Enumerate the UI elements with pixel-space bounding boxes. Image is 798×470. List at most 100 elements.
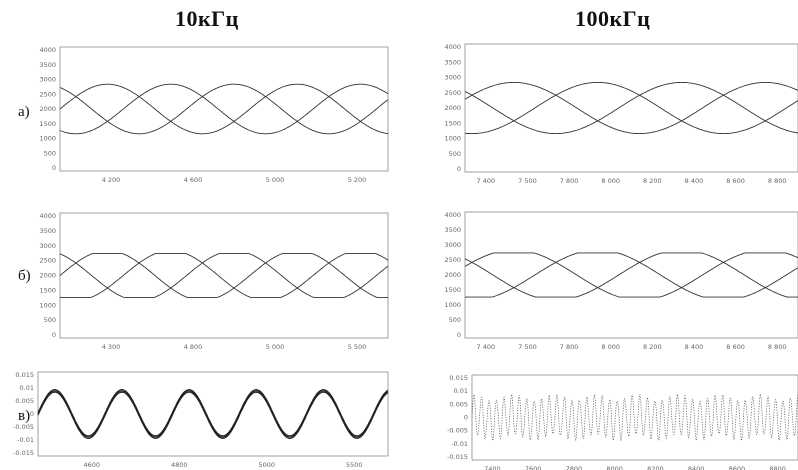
x-tick-label: 7 400 — [477, 177, 496, 185]
y-tick-label: 4000 — [39, 212, 56, 220]
series-line-phase-2 — [59, 253, 389, 298]
plot-frame — [59, 46, 389, 172]
panel-b-100k: 4000 3500 3000 2500 2000 1500 1000 500 0 7 400 7 5… — [444, 211, 798, 351]
y-tick-label: 2500 — [39, 90, 56, 98]
y-tick-label: 2500 — [444, 256, 461, 264]
y-tick-label: 3000 — [444, 74, 461, 82]
x-tick-label: 7 800 — [560, 343, 579, 351]
series-line-phase-3 — [464, 81, 798, 135]
y-tick-label: 1500 — [444, 286, 461, 294]
x-tick-label: 8 600 — [726, 177, 745, 185]
series-line-error — [37, 390, 389, 438]
series-line-error — [37, 391, 389, 439]
series-line-phase-2 — [59, 83, 389, 135]
y-tick-label: 0 — [52, 164, 56, 172]
y-tick-label: 500 — [449, 316, 461, 324]
plot-frame — [59, 212, 389, 339]
x-tick-label: 8 000 — [601, 343, 620, 351]
y-tick-label: 3000 — [39, 76, 56, 84]
series-line-phase-1 — [464, 81, 798, 135]
y-tick-label: 1500 — [39, 120, 56, 128]
y-tick-label: 4000 — [444, 211, 461, 219]
y-tick-label: 1000 — [444, 301, 461, 309]
panel-c-100k: 0.015 0.01 0.005 0 -0.005 -0.01 -0.015 7400 7600… — [447, 374, 798, 470]
y-tick-label: -0.015 — [447, 453, 468, 461]
y-tick-label: 0 — [52, 331, 56, 339]
y-tick-label: 500 — [44, 149, 56, 157]
x-tick-label: 4600 — [83, 461, 100, 469]
y-tick-label: 3500 — [444, 58, 461, 66]
x-tick-label: 7400 — [484, 465, 501, 470]
x-tick-label: 5 200 — [348, 176, 367, 184]
x-tick-label: 8 800 — [768, 343, 787, 351]
column-title-100k: 100кГц — [575, 6, 651, 31]
row-label-c: в) — [18, 408, 31, 424]
x-tick-label: 8600 — [729, 465, 746, 470]
y-tick-label: 500 — [44, 316, 56, 324]
y-tick-label: -0.01 — [451, 440, 468, 448]
row-label-b: б) — [18, 268, 31, 284]
y-tick-label: -0.015 — [13, 449, 34, 457]
series-line-phase-1 — [59, 253, 388, 298]
y-tick-label: 3500 — [39, 61, 56, 69]
x-tick-label: 4 600 — [184, 176, 203, 184]
y-tick-label: 0.015 — [449, 374, 468, 382]
y-tick-label: 500 — [449, 150, 461, 158]
x-tick-label: 7 400 — [477, 343, 496, 351]
x-tick-label: 4 800 — [184, 343, 203, 351]
x-tick-label: 5 500 — [348, 343, 367, 351]
series-line-error — [37, 389, 389, 437]
panel-a-10k: 4000 3500 3000 2500 2000 1500 1000 500 0 4 200 4 6… — [39, 46, 389, 184]
x-tick-label: 8200 — [647, 465, 664, 470]
y-tick-label: -0.005 — [447, 427, 468, 435]
y-tick-label: 2000 — [39, 105, 56, 113]
y-tick-label: 3500 — [39, 227, 56, 235]
y-tick-label: 4000 — [39, 46, 56, 54]
x-tick-label: 7 800 — [560, 177, 579, 185]
series-line-phase-3 — [59, 83, 389, 135]
y-tick-label: 2500 — [444, 89, 461, 97]
plot-frame — [464, 211, 798, 339]
panel-b-10k: 4000 3500 3000 2500 2000 1500 1000 500 0 4 300 4 8… — [39, 212, 389, 351]
x-tick-label: 8 200 — [643, 343, 662, 351]
y-tick-label: 1500 — [444, 119, 461, 127]
y-tick-label: 1000 — [39, 301, 56, 309]
x-tick-label: 7 500 — [518, 343, 537, 351]
series-line-phase-1 — [464, 252, 798, 298]
plot-frame — [37, 371, 389, 457]
x-tick-label: 8400 — [688, 465, 705, 470]
y-tick-label: 2500 — [39, 257, 56, 265]
series-line-phase-2 — [464, 81, 798, 135]
column-title-10k: 10кГц — [175, 6, 239, 31]
y-tick-label: 2000 — [444, 271, 461, 279]
y-tick-label: 0 — [464, 414, 468, 422]
y-tick-label: 2000 — [444, 104, 461, 112]
y-tick-label: 1000 — [39, 135, 56, 143]
x-tick-label: 8 800 — [768, 177, 787, 185]
x-tick-label: 7800 — [566, 465, 583, 470]
y-tick-label: 3000 — [444, 241, 461, 249]
x-tick-label: 5 000 — [266, 176, 285, 184]
x-tick-label: 5500 — [346, 461, 363, 469]
series-line-phase-2 — [464, 252, 798, 298]
y-tick-label: 0 — [30, 410, 34, 418]
panel-a-100k: 4000 3500 3000 2500 2000 1500 1000 500 0 7 400 7 5… — [444, 43, 798, 185]
y-tick-label: 0.015 — [15, 371, 34, 379]
plot-frame — [471, 374, 798, 461]
y-tick-label: 1500 — [39, 286, 56, 294]
x-tick-label: 7 500 — [518, 177, 537, 185]
series-line-error — [471, 393, 798, 442]
plot-frame — [464, 43, 798, 173]
panel-c-10k: 0.015 0.01 0.005 0 -0.005 -0.01 -0.015 4600 4800… — [13, 371, 389, 469]
y-tick-label: 0 — [457, 331, 461, 339]
x-tick-label: 8000 — [606, 465, 623, 470]
x-tick-label: 4800 — [171, 461, 188, 469]
y-tick-label: 3000 — [39, 242, 56, 250]
y-tick-label: 0 — [457, 165, 461, 173]
y-tick-label: 0.01 — [20, 384, 34, 392]
series-line-phase-3 — [59, 253, 389, 298]
row-label-a: а) — [18, 104, 30, 120]
x-tick-label: 8 000 — [601, 177, 620, 185]
y-tick-label: 2000 — [39, 272, 56, 280]
